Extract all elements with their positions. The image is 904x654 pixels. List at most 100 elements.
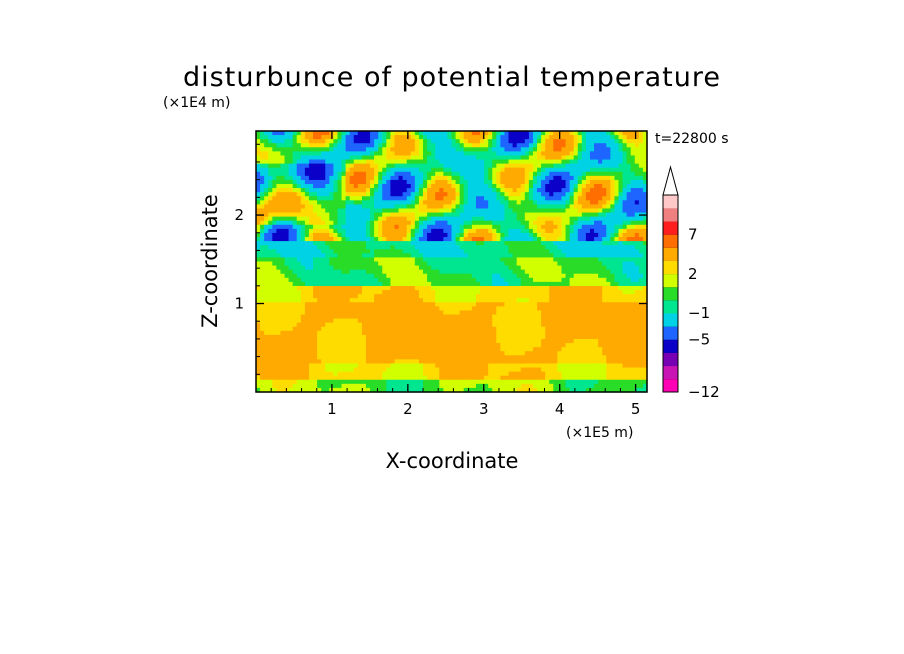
field-cell <box>528 147 534 152</box>
field-cell <box>260 188 265 193</box>
field-cell <box>284 273 290 279</box>
field-cell <box>357 216 363 222</box>
field-cell <box>443 175 449 181</box>
field-cell <box>471 135 477 140</box>
field-cell <box>410 163 416 169</box>
field-cell <box>504 159 510 165</box>
field-cell <box>549 249 554 254</box>
field-cell <box>382 232 387 238</box>
field-cell <box>512 253 518 259</box>
field-cell <box>496 155 501 161</box>
field-cell <box>573 253 579 259</box>
field-cell <box>565 192 571 197</box>
field-cell <box>406 322 412 328</box>
field-cell <box>390 261 396 267</box>
field-cell <box>296 277 302 283</box>
field-cell <box>402 171 408 177</box>
field-cell <box>280 228 286 234</box>
field-cell <box>414 220 420 226</box>
field-cell <box>296 318 302 324</box>
field-cell <box>451 310 457 316</box>
field-cell <box>467 265 473 271</box>
field-cell <box>325 318 330 324</box>
field-cell <box>304 322 310 328</box>
field-cell <box>317 285 322 291</box>
field-cell <box>598 232 603 238</box>
field-cell <box>304 330 310 336</box>
field-cell <box>325 179 330 185</box>
field-cell <box>528 131 534 136</box>
field-cell <box>516 175 522 181</box>
field-cell <box>512 147 518 152</box>
field-cell <box>455 228 461 234</box>
field-cell <box>431 281 436 287</box>
field-cell <box>561 131 567 136</box>
field-cell <box>618 306 624 312</box>
field-cell <box>398 155 404 161</box>
field-cell <box>296 269 302 275</box>
field-cell <box>573 257 579 263</box>
field-cell <box>398 245 404 250</box>
field-cell <box>573 196 579 201</box>
field-cell <box>610 224 616 230</box>
field-cell <box>594 196 599 201</box>
field-cell <box>585 163 591 169</box>
field-cell <box>598 273 603 279</box>
field-cell <box>272 155 277 161</box>
field-cell <box>504 216 510 222</box>
field-cell <box>602 237 607 242</box>
field-cell <box>589 184 595 189</box>
field-cell <box>622 334 628 340</box>
field-cell <box>353 192 359 197</box>
field-cell <box>642 261 648 267</box>
field-cell <box>422 155 428 161</box>
field-cell <box>451 151 457 157</box>
field-cell <box>532 147 538 152</box>
field-cell <box>610 151 616 157</box>
field-cell <box>406 281 412 287</box>
field-cell <box>451 249 457 254</box>
field-cell <box>537 277 542 283</box>
field-cell <box>488 171 493 177</box>
field-cell <box>642 257 648 263</box>
field-cell <box>292 285 298 291</box>
field-cell <box>374 298 379 303</box>
field-cell <box>480 143 485 148</box>
field-cell <box>435 204 440 210</box>
field-cell <box>390 131 396 136</box>
field-cell <box>292 294 298 299</box>
field-cell <box>447 167 453 173</box>
field-cell <box>561 318 567 324</box>
field-cell <box>357 285 363 291</box>
field-cell <box>341 143 347 148</box>
field-cell <box>325 216 330 222</box>
field-cell <box>589 261 595 267</box>
field-cell <box>402 302 408 307</box>
field-cell <box>528 310 534 316</box>
field-cell <box>471 192 477 197</box>
field-cell <box>288 147 294 152</box>
field-cell <box>463 273 469 279</box>
field-cell <box>288 159 294 165</box>
field-cell <box>398 314 404 320</box>
field-cell <box>329 249 334 254</box>
field-cell <box>361 326 367 332</box>
field-cell <box>317 220 322 226</box>
field-cell <box>406 314 412 320</box>
field-cell <box>614 237 620 242</box>
field-cell <box>528 281 534 287</box>
field-cell <box>459 212 465 218</box>
field-cell <box>329 314 334 320</box>
field-cell <box>260 253 265 259</box>
field-cell <box>598 245 603 250</box>
field-cell <box>463 171 469 177</box>
field-cell <box>418 302 424 307</box>
field-cell <box>581 163 587 169</box>
field-cell <box>418 285 424 291</box>
field-cell <box>492 135 497 140</box>
field-cell <box>492 228 497 234</box>
field-cell <box>500 257 506 263</box>
field-cell <box>394 143 400 148</box>
field-cell <box>630 253 636 259</box>
field-cell <box>553 171 558 177</box>
